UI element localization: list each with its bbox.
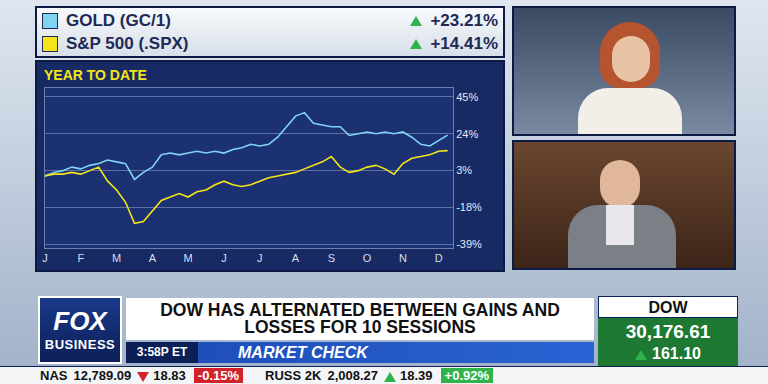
svg-text:J: J	[257, 252, 263, 264]
svg-text:J: J	[221, 252, 227, 264]
html-text:S&P 500 (.SPX): S&P 500 (.SPX)	[66, 34, 189, 53]
svg-text:F: F	[77, 252, 84, 264]
svg-text:O: O	[363, 252, 372, 264]
html-text:-0.15%: -0.15%	[197, 368, 239, 383]
svg-text:YEAR TO DATE: YEAR TO DATE	[44, 67, 147, 83]
html-text:DOW: DOW	[648, 299, 688, 316]
html-text:FOX: FOX	[53, 306, 107, 336]
html-text:30,176.61: 30,176.61	[625, 321, 711, 342]
html-text:+14.41%: +14.41%	[430, 34, 498, 53]
svg-text:3%: 3%	[456, 164, 472, 176]
svg-text:D: D	[435, 252, 443, 264]
html-text:161.10: 161.10	[652, 345, 701, 362]
svg-text:S: S	[328, 252, 335, 264]
html-text:BUSINESS: BUSINESS	[44, 337, 116, 352]
svg-text:24%: 24%	[456, 128, 478, 140]
html-text:DOW HAS ALTERNATED BETWEEN GAI: DOW HAS ALTERNATED BETWEEN GAINS AND LOS…	[160, 300, 560, 337]
html-text:+0.92%: +0.92%	[444, 368, 489, 383]
svg-text:M: M	[112, 252, 121, 264]
html-text:RUSS 2K 2,008.27: RUSS 2K 2,008.27	[265, 368, 378, 383]
html-text:18.39: 18.39	[400, 368, 433, 383]
svg-text:M: M	[184, 252, 193, 264]
html-text:3:58P ET: 3:58P ET	[136, 345, 188, 359]
html-text:NAS 12,789.09: NAS 12,789.09	[40, 368, 132, 383]
svg-text:45%: 45%	[456, 91, 478, 103]
html-text:GOLD (GC/1): GOLD (GC/1)	[66, 11, 171, 30]
html-text:+23.21%: +23.21%	[430, 11, 498, 30]
svg-text:A: A	[292, 252, 300, 264]
svg-text:A: A	[149, 252, 157, 264]
svg-text:-18%: -18%	[456, 201, 482, 213]
svg-text:J: J	[42, 252, 48, 264]
svg-text:-39%: -39%	[456, 238, 482, 250]
html-text:MARKET CHECK: MARKET CHECK	[238, 344, 368, 361]
svg-text:N: N	[399, 252, 407, 264]
html-text:18.83: 18.83	[153, 368, 186, 383]
